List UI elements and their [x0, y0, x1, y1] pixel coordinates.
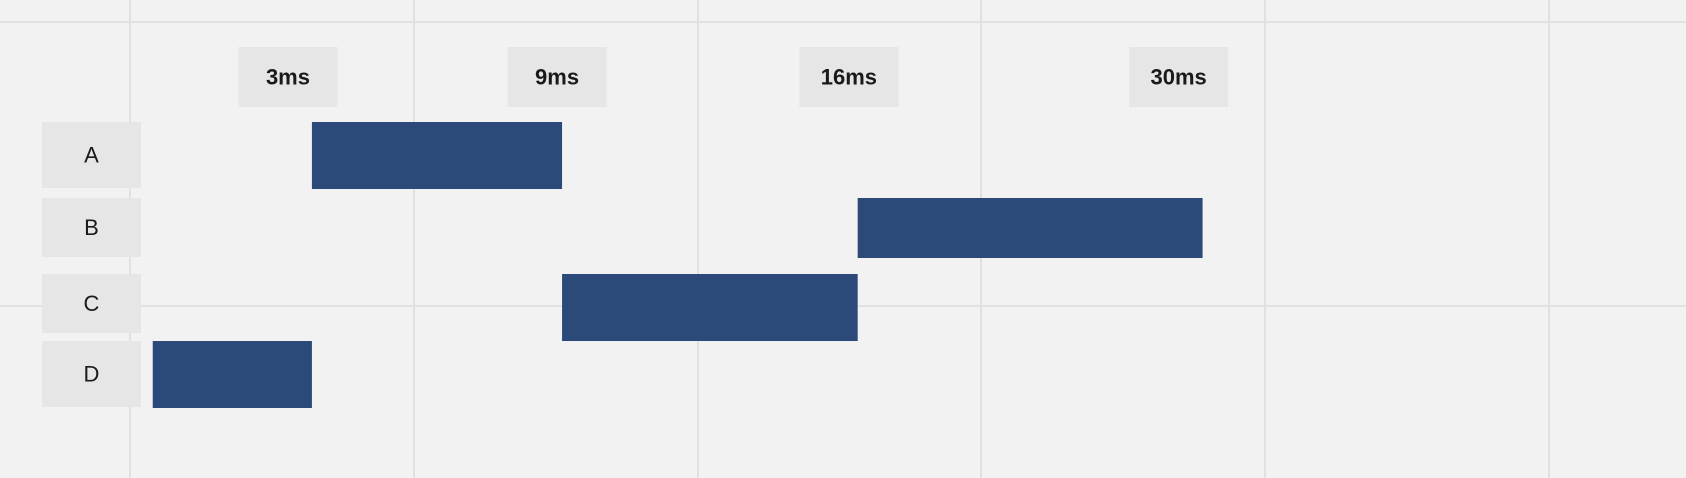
time-markers: 3ms 9ms 16ms 30ms	[238, 47, 1229, 107]
time-marker: 16ms	[799, 47, 899, 107]
task-bar-d	[152, 341, 312, 408]
row-label-a: A	[42, 122, 141, 188]
time-marker-box	[1129, 47, 1229, 107]
row-label-box	[42, 198, 141, 257]
time-marker-label: 3ms	[266, 65, 310, 90]
row-label-d: D	[42, 341, 141, 407]
time-marker-label: 16ms	[821, 65, 877, 90]
task-bars	[152, 122, 1203, 408]
time-marker: 9ms	[507, 47, 607, 107]
row-label-box	[42, 274, 141, 333]
time-marker-label: 30ms	[1150, 65, 1206, 90]
row-labels: A B C D	[42, 122, 141, 407]
row-label-text: C	[84, 291, 100, 316]
time-marker-box	[507, 47, 607, 107]
time-marker-label: 9ms	[535, 65, 579, 90]
time-marker-box	[238, 47, 338, 107]
row-label-c: C	[42, 274, 141, 333]
row-label-b: B	[42, 198, 141, 257]
row-label-box	[42, 122, 141, 188]
row-label-text: B	[84, 215, 99, 240]
time-marker-box	[799, 47, 899, 107]
row-label-text: D	[84, 362, 100, 387]
row-label-text: A	[84, 143, 99, 168]
task-bar-b	[857, 198, 1203, 258]
task-bar-c	[562, 274, 858, 341]
time-marker: 3ms	[238, 47, 338, 107]
time-marker: 30ms	[1129, 47, 1229, 107]
row-label-box	[42, 341, 141, 407]
task-bar-a	[311, 122, 563, 189]
